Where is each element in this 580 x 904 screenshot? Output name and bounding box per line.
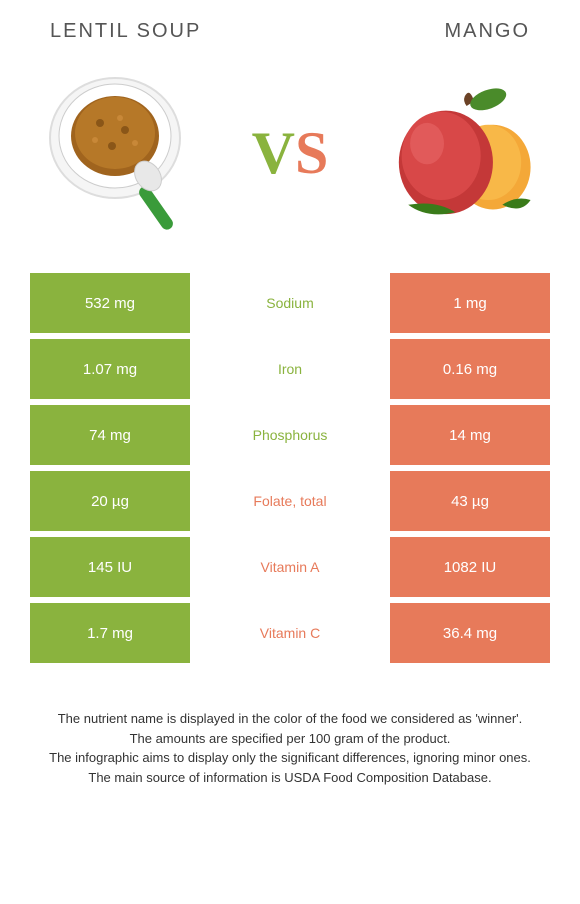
footer-line: The nutrient name is displayed in the co… (20, 709, 560, 729)
right-value: 0.16 mg (390, 339, 550, 399)
left-value: 74 mg (30, 405, 190, 465)
header: Lentil soup Mango (0, 0, 580, 53)
table-row: 74 mg Phosphorus 14 mg (30, 405, 550, 465)
right-value: 1 mg (390, 273, 550, 333)
vs-label: VS (252, 119, 329, 188)
left-value: 1.07 mg (30, 339, 190, 399)
left-value: 145 IU (30, 537, 190, 597)
table-row: 1.07 mg Iron 0.16 mg (30, 339, 550, 399)
left-value: 1.7 mg (30, 603, 190, 663)
right-food-title: Mango (444, 20, 530, 43)
right-value: 43 µg (390, 471, 550, 531)
vs-v: V (252, 120, 295, 186)
nutrition-table: 532 mg Sodium 1 mg 1.07 mg Iron 0.16 mg … (0, 273, 580, 663)
table-row: 145 IU Vitamin A 1082 IU (30, 537, 550, 597)
mango-image (380, 73, 540, 233)
right-value: 36.4 mg (390, 603, 550, 663)
footer-line: The amounts are specified per 100 gram o… (20, 729, 560, 749)
nutrient-name: Phosphorus (190, 405, 390, 465)
footer-line: The main source of information is USDA F… (20, 768, 560, 788)
right-value: 14 mg (390, 405, 550, 465)
nutrient-name: Vitamin A (190, 537, 390, 597)
nutrient-name: Folate, total (190, 471, 390, 531)
nutrient-name: Iron (190, 339, 390, 399)
lentil-soup-image (40, 73, 200, 233)
left-value: 532 mg (30, 273, 190, 333)
table-row: 532 mg Sodium 1 mg (30, 273, 550, 333)
nutrient-name: Sodium (190, 273, 390, 333)
nutrient-name: Vitamin C (190, 603, 390, 663)
footer-line: The infographic aims to display only the… (20, 748, 560, 768)
vs-s: S (295, 120, 328, 186)
table-row: 20 µg Folate, total 43 µg (30, 471, 550, 531)
images-row: VS (0, 53, 580, 273)
right-value: 1082 IU (390, 537, 550, 597)
table-row: 1.7 mg Vitamin C 36.4 mg (30, 603, 550, 663)
left-food-title: Lentil soup (50, 20, 201, 43)
left-value: 20 µg (30, 471, 190, 531)
footer-notes: The nutrient name is displayed in the co… (0, 669, 580, 807)
